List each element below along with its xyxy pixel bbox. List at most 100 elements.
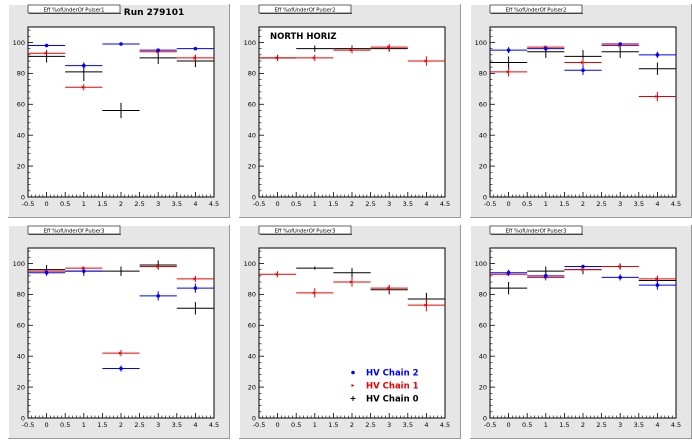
chart-title: Eff %ofUnderOf Pulser3	[275, 229, 336, 235]
title-box: Eff %ofUnderOf Pulser2	[258, 4, 352, 14]
data-point	[65, 84, 103, 91]
x-tick-label: 4	[193, 421, 197, 429]
y-tick-label: 60	[479, 322, 487, 330]
x-tick-label: 1.5	[328, 200, 338, 208]
x-tick-label: 4	[655, 421, 659, 429]
x-axis: -0.5 0 0.5 1 1.5 2 2.5 3 3.5 4 4.5	[253, 413, 450, 429]
x-tick-label: 3.5	[172, 421, 182, 429]
x-tick-label: 4.5	[671, 421, 681, 429]
data-point	[333, 268, 371, 278]
chart-title: Eff %ofUnderOf Pulser3	[44, 229, 105, 235]
marker-arrow	[156, 265, 160, 269]
data-point	[139, 291, 177, 301]
data-point	[28, 51, 66, 55]
x-tick-label: 1	[82, 200, 86, 208]
pad-5: Eff %ofUnderOf Pulser3 -0.5 0 0.5 1 1.5 2 2.5 3 3…	[239, 225, 461, 439]
series-chain2	[28, 42, 214, 69]
marker-arrow	[655, 277, 659, 281]
x-axis: -0.5 0 0.5 1 1.5 2 2.5 3 3.5 4 4.5	[22, 413, 219, 429]
marker-dot	[82, 269, 86, 273]
legend-entry-chain1: HV Chain 1	[351, 382, 419, 392]
x-tick-label: 2	[119, 200, 123, 208]
marker-dot	[506, 270, 511, 275]
marker-arrow	[275, 272, 279, 276]
marker-arrow	[193, 277, 197, 281]
x-tick-label: 1.5	[97, 421, 107, 429]
x-tick-label: 3	[618, 421, 622, 429]
data-point	[65, 62, 103, 69]
data-point	[490, 47, 528, 54]
data-point	[139, 48, 177, 52]
pad-1: Eff %ofUnderOf Pulser1-0.5 0 0.5 1 1.5 2 2.5 3 3…	[8, 4, 230, 218]
y-tick-label: 80	[17, 291, 25, 299]
series-chain2	[490, 264, 676, 290]
legend-label: HV Chain 0	[366, 395, 419, 405]
y-tick-label: 80	[248, 70, 256, 78]
x-tick-label: 2	[119, 421, 123, 429]
marker-arrow	[81, 266, 85, 270]
series-chain0	[490, 45, 676, 75]
x-tick-label: 2.5	[365, 200, 375, 208]
x-tick-label: -0.5	[22, 421, 35, 429]
x-tick-label: 2.5	[134, 421, 144, 429]
x-tick-label: 1.5	[559, 421, 569, 429]
x-tick-label: 0.5	[60, 200, 70, 208]
y-tick-label: 0	[483, 414, 487, 422]
y-tick-label: 0	[21, 414, 25, 422]
data-point	[65, 266, 103, 270]
pad-3: Eff %ofUnderOf Pulser2-0.5 0 0.5 1 1.5 2 2.5 3 3…	[470, 4, 692, 218]
marker-dot	[44, 270, 49, 275]
legend-entry-chain2: HV Chain 2	[351, 369, 419, 379]
marker-arrow	[81, 85, 85, 89]
y-tick-label: 60	[17, 322, 25, 330]
title-box: Eff %ofUnderOf Pulser3	[489, 225, 583, 235]
x-tick-label: 2.5	[596, 200, 606, 208]
data-point	[102, 350, 140, 357]
y-tick-label: 40	[248, 352, 256, 360]
x-axis: -0.5 0 0.5 1 1.5 2 2.5 3 3.5 4 4.5	[484, 192, 681, 208]
data-point	[407, 299, 445, 312]
marker-dot	[156, 294, 160, 298]
data-point	[370, 285, 408, 292]
x-tick-label: 2.5	[596, 421, 606, 429]
x-tick-label: 3	[387, 421, 391, 429]
marker-arrow	[193, 56, 197, 60]
data-point	[370, 44, 408, 51]
legend-label: HV Chain 1	[366, 382, 419, 392]
y-tick-label: 0	[483, 193, 487, 201]
y-tick-label: 80	[479, 291, 487, 299]
chart-title: Eff %ofUnderOf Pulser1	[44, 8, 105, 14]
x-tick-label: 1.5	[559, 200, 569, 208]
data-point	[28, 43, 66, 48]
marker-dot	[119, 42, 123, 46]
data-point	[490, 282, 528, 295]
run-label: Run 279101	[124, 8, 184, 18]
y-tick-label: 20	[17, 162, 25, 170]
x-tick-label: 1	[544, 421, 548, 429]
marker-dot	[506, 48, 511, 52]
x-tick-label: 4.5	[671, 200, 681, 208]
marker-dot	[544, 274, 548, 278]
marker-dot	[44, 43, 49, 48]
x-tick-label: -0.5	[253, 421, 266, 429]
x-tick-label: 0.5	[522, 200, 532, 208]
y-tick-label: 20	[248, 383, 256, 391]
data-point	[527, 272, 565, 279]
y-tick-label: 20	[248, 162, 256, 170]
y-axis: 0 20 40 60 80 100	[244, 29, 264, 201]
data-point	[259, 54, 297, 61]
data-point	[490, 56, 528, 69]
marker-arrow	[350, 280, 353, 284]
data-point	[564, 268, 602, 272]
data-point	[601, 274, 639, 281]
marker-arrow	[581, 268, 584, 272]
x-tick-label: -0.5	[484, 200, 497, 208]
data-point	[176, 302, 214, 315]
y-tick-label: 80	[248, 291, 256, 299]
x-tick-label: 4	[193, 200, 197, 208]
plot-frame	[27, 247, 215, 419]
y-tick-label: 100	[475, 39, 487, 47]
x-tick-label: 3	[156, 200, 160, 208]
data-point	[333, 47, 371, 54]
marker-arrow	[312, 291, 316, 295]
